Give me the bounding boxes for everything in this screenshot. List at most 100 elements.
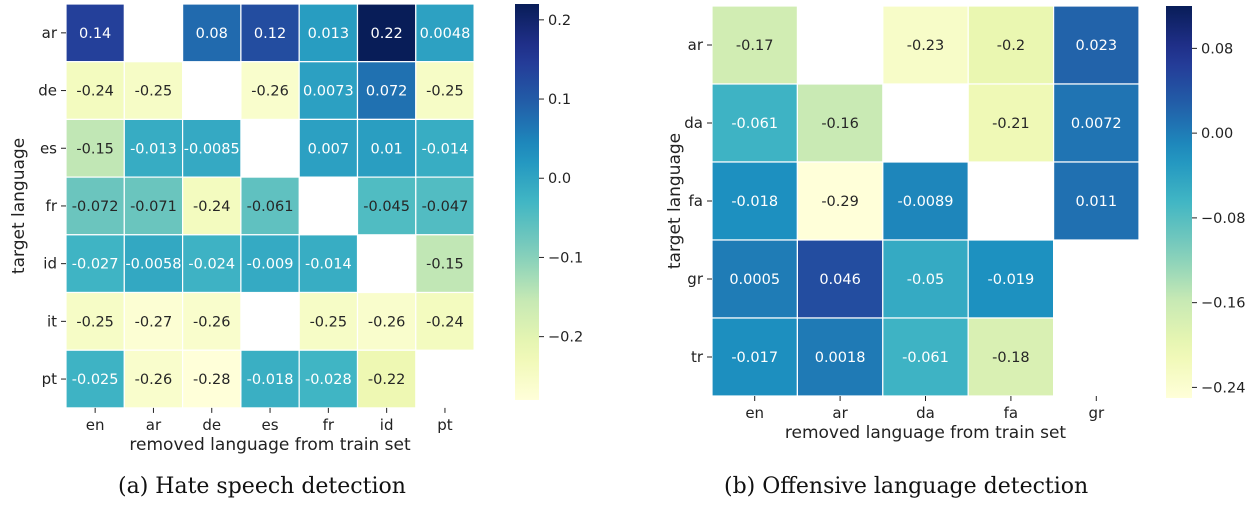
heatmap-cell — [240, 176, 300, 236]
y-tick-label: ar — [688, 36, 704, 54]
colorbar-tick-label: −0.1 — [548, 250, 583, 266]
heatmap-cell — [123, 118, 184, 178]
cell-value-label: -0.24 — [426, 314, 464, 330]
cell-value-label: -0.018 — [247, 372, 294, 388]
heatmap-cell — [65, 349, 125, 409]
cell-value-label: 0.14 — [79, 26, 111, 42]
cell-value-label: 0.0072 — [1071, 116, 1122, 132]
cell-value-label: -0.028 — [305, 372, 352, 388]
cell-value-label: -0.013 — [130, 141, 177, 157]
heatmap-cell — [415, 3, 475, 63]
heatmap-cell — [298, 234, 359, 294]
cell-value-label: -0.26 — [368, 314, 406, 330]
heatmap-cell — [415, 61, 475, 121]
heatmap-panel-0: 0.14 0.08 0.12 0.013 0.22 0.0048 -0.24 -0.25 -0.… — [9, 3, 583, 455]
cell-value-label: -0.21 — [992, 116, 1030, 132]
cell-value-label: -0.25 — [310, 314, 348, 330]
cell-value-label: -0.027 — [72, 257, 119, 273]
cell-value-label: -0.0085 — [184, 141, 240, 157]
heatmap-cell — [415, 118, 475, 178]
cell-value-label: -0.24 — [193, 199, 231, 215]
cell-value-label: 0.013 — [308, 26, 350, 42]
heatmap-cell — [240, 61, 300, 121]
heatmap-cell — [882, 239, 969, 319]
heatmap-cell — [65, 3, 125, 63]
cell-value-label: -0.26 — [251, 84, 289, 100]
heatmap-cell — [182, 234, 242, 294]
heatmap-cell — [123, 176, 184, 236]
cell-value-label: -0.17 — [736, 38, 774, 54]
cell-value-label: -0.15 — [76, 141, 114, 157]
cell-value-label: -0.2 — [997, 38, 1025, 54]
caption-offensive-language: (b) Offensive language detection — [724, 474, 1089, 499]
cell-value-label: 0.072 — [366, 84, 408, 100]
x-tick-label: da — [916, 404, 935, 422]
colorbar-tick-label: 0.2 — [548, 13, 571, 29]
heatmap-figure-svg: 0.14 0.08 0.12 0.013 0.22 0.0048 -0.24 -0.25 -0.… — [9, 3, 1245, 455]
heatmap-cell — [796, 83, 884, 163]
cell-value-label: 0.0005 — [729, 272, 780, 288]
heatmap-cell — [1052, 5, 1140, 85]
cell-value-label: -0.061 — [731, 116, 778, 132]
cell-value-label: -0.014 — [422, 141, 469, 157]
y-tick-label: ar — [42, 24, 58, 42]
heatmap-cell — [356, 118, 417, 178]
cell-value-label: -0.25 — [426, 84, 464, 100]
cell-value-label: -0.018 — [731, 194, 778, 210]
cell-value-label: 0.22 — [371, 26, 403, 42]
heatmap-cell — [1052, 161, 1140, 241]
caption-hate-speech: (a) Hate speech detection — [118, 474, 406, 499]
heatmap-cell — [967, 83, 1055, 163]
heatmap-cell — [796, 161, 884, 241]
cell-value-label: -0.24 — [76, 84, 114, 100]
heatmap-cell — [182, 176, 242, 236]
cell-value-label: -0.024 — [188, 257, 235, 273]
x-axis-label: removed language from train set — [129, 435, 411, 455]
colorbar-tick-label: 0.1 — [548, 92, 571, 108]
y-tick-label: id — [43, 255, 57, 273]
heatmap-cell — [882, 317, 969, 397]
colorbar — [1166, 6, 1192, 398]
cell-value-label: -0.05 — [907, 272, 945, 288]
heatmap-cell — [123, 61, 184, 121]
heatmap-cell — [240, 349, 300, 409]
x-tick-label: id — [380, 416, 394, 434]
cell-value-label: -0.047 — [422, 199, 469, 215]
cell-value-label: -0.26 — [193, 314, 231, 330]
cell-value-label: 0.0018 — [815, 350, 866, 366]
cell-value-label: -0.18 — [992, 350, 1030, 366]
x-tick-label: de — [202, 416, 221, 434]
cell-value-label: 0.007 — [308, 141, 350, 157]
cell-value-label: -0.22 — [368, 372, 406, 388]
cell-value-label: -0.009 — [247, 257, 294, 273]
cell-value-label: 0.08 — [196, 26, 228, 42]
y-tick-label: fr — [46, 197, 58, 215]
y-tick-label: fa — [689, 192, 703, 210]
heatmap-cell — [65, 291, 125, 351]
heatmap-cell — [356, 176, 417, 236]
heatmap-cell — [356, 349, 417, 409]
heatmap-cell — [415, 176, 475, 236]
cell-value-label: -0.0089 — [898, 194, 954, 210]
cell-value-label: -0.061 — [902, 350, 949, 366]
x-tick-label: pt — [437, 416, 453, 434]
heatmap-cell — [1052, 83, 1140, 163]
colorbar-tick-label: −0.2 — [548, 330, 583, 346]
cell-value-label: 0.046 — [819, 272, 861, 288]
x-tick-label: en — [745, 404, 764, 422]
cell-value-label: -0.27 — [135, 314, 173, 330]
cell-value-label: -0.16 — [821, 116, 859, 132]
cell-value-label: 0.011 — [1076, 194, 1118, 210]
cell-value-label: -0.072 — [72, 199, 119, 215]
cell-value-label: -0.014 — [305, 257, 352, 273]
x-tick-label: ar — [832, 404, 848, 422]
cell-value-label: -0.017 — [731, 350, 778, 366]
heatmap-cell — [415, 234, 475, 294]
colorbar — [515, 4, 539, 400]
heatmap-cell — [415, 291, 475, 351]
colorbar-tick-label: −0.16 — [1201, 296, 1245, 312]
y-tick-label: it — [47, 312, 57, 330]
cell-value-label: -0.28 — [193, 372, 231, 388]
heatmap-cell — [796, 317, 884, 397]
